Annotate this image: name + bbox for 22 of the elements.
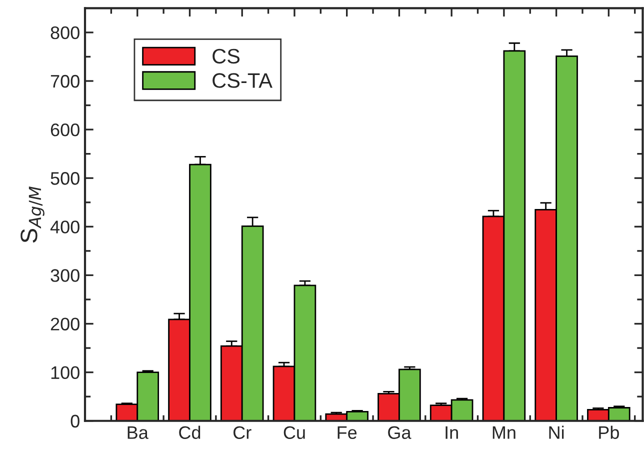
y-tick-label: 200 <box>50 318 80 330</box>
y-axis-title: S$_{Ag/M}$ <box>20 186 44 243</box>
y-tick-label: 0 <box>70 414 80 428</box>
x-tick-label: Ba <box>128 426 148 439</box>
y-tick-label: 400 <box>50 220 80 234</box>
legend-label: CS <box>212 48 240 64</box>
x-tick-label: Ga <box>388 426 412 439</box>
y-tick-label: 800 <box>50 26 80 40</box>
x-tick-label: Ni <box>549 426 564 439</box>
y-tick-label: 500 <box>50 172 80 185</box>
x-tick-label: In <box>446 426 458 439</box>
y-tick-label: 100 <box>51 366 80 380</box>
x-tick-label: Mn <box>492 426 516 439</box>
y-tick-label: 600 <box>50 123 80 136</box>
x-tick-label: Pb <box>599 426 619 439</box>
legend-label: CS-TA <box>212 73 272 88</box>
x-tick-label: Fe <box>338 426 357 439</box>
x-tick-label: Cr <box>234 426 252 439</box>
x-tick-label: Cu <box>284 426 305 439</box>
x-tick-label: Cd <box>179 426 200 439</box>
y-tick-label: 700 <box>50 74 80 88</box>
y-tick-label: 300 <box>50 269 80 282</box>
